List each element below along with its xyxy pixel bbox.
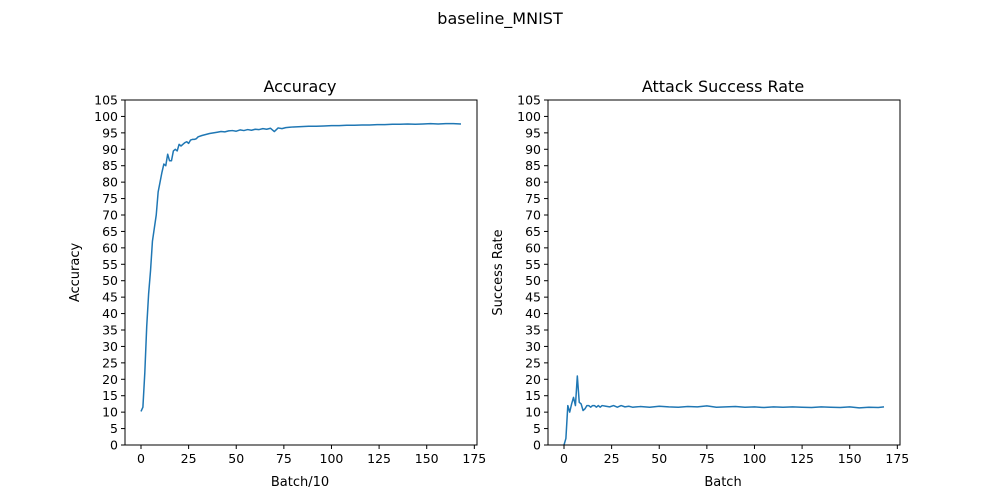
attack-success-rate-y-tick-label: 70	[525, 208, 541, 223]
attack-success-rate-y-tick-label: 55	[525, 257, 541, 272]
attack-success-rate-y-tick-label: 100	[517, 109, 541, 124]
attack-success-rate-y-tick-label: 35	[525, 323, 541, 338]
attack-success-rate-y-tick-label: 90	[525, 142, 541, 157]
accuracy-y-tick-label: 20	[102, 372, 118, 387]
accuracy-y-tick-label: 85	[102, 158, 118, 173]
attack-success-rate-y-tick-label: 105	[517, 93, 541, 108]
accuracy-axes-frame	[124, 99, 478, 446]
attack-success-rate-y-tick-label: 30	[525, 339, 541, 354]
attack-success-rate-x-tick-label: 75	[699, 451, 715, 466]
accuracy-y-tick-label: 5	[110, 421, 118, 436]
accuracy-y-tick-label: 75	[102, 191, 118, 206]
attack-success-rate-y-tick-label: 5	[533, 421, 541, 436]
accuracy-chart: Accuracy Batch/10 Accuracy 0 25 50 75 100 125…	[68, 77, 486, 490]
accuracy-y-tick-label: 100	[94, 109, 118, 124]
attack-success-rate-chart-title: Attack Success Rate	[642, 77, 804, 96]
accuracy-x-tick-label: 0	[137, 451, 145, 466]
attack-success-rate-y-tick-label: 20	[525, 372, 541, 387]
accuracy-x-tick-label: 75	[276, 451, 292, 466]
accuracy-y-tick-label: 15	[102, 388, 118, 403]
attack-success-rate-axes-frame	[547, 99, 901, 446]
attack-success-rate-y-tick-label: 40	[525, 306, 541, 321]
attack-success-rate-y-tick-label: 0	[533, 438, 541, 453]
attack-success-rate-x-tick-label: 175	[885, 451, 909, 466]
accuracy-y-tick-label: 25	[102, 355, 118, 370]
accuracy-y-tick-label: 80	[102, 175, 118, 190]
accuracy-y-tick-label: 0	[110, 438, 118, 453]
attack-success-rate-y-tick-label: 50	[525, 273, 541, 288]
accuracy-x-tick-label: 25	[181, 451, 197, 466]
accuracy-y-tick-label: 10	[102, 405, 118, 420]
accuracy-y-tick-label: 40	[102, 306, 118, 321]
accuracy-y-tick-label: 95	[102, 125, 118, 140]
accuracy-y-tick-label: 105	[94, 93, 118, 108]
attack-success-rate-y-tick-label: 65	[525, 224, 541, 239]
attack-success-rate-x-tick-label: 25	[604, 451, 620, 466]
accuracy-y-tick-label: 50	[102, 273, 118, 288]
accuracy-series-line	[140, 122, 462, 412]
accuracy-y-tick-label: 70	[102, 208, 118, 223]
attack-success-rate-y-tick-label: 25	[525, 355, 541, 370]
attack-success-rate-y-axis-label: Success Rate	[491, 229, 506, 315]
accuracy-x-tick-label: 50	[228, 451, 244, 466]
attack-success-rate-y-tick-label: 85	[525, 158, 541, 173]
attack-success-rate-x-tick-label: 50	[651, 451, 667, 466]
attack-success-rate-y-tick-label: 80	[525, 175, 541, 190]
accuracy-y-tick-label: 30	[102, 339, 118, 354]
attack-success-rate-y-tick-label: 95	[525, 125, 541, 140]
attack-success-rate-x-tick-label: 125	[790, 451, 814, 466]
attack-success-rate-y-tick-label: 15	[525, 388, 541, 403]
attack-success-rate-y-tick-label: 45	[525, 290, 541, 305]
accuracy-y-axis-label: Accuracy	[68, 243, 83, 303]
accuracy-x-tick-label: 125	[367, 451, 391, 466]
attack-success-rate-y-tick-label: 10	[525, 405, 541, 420]
attack-success-rate-x-tick-label: 100	[743, 451, 767, 466]
accuracy-y-tick-label: 90	[102, 142, 118, 157]
accuracy-y-tick-label: 35	[102, 323, 118, 338]
accuracy-y-tick-label: 55	[102, 257, 118, 272]
accuracy-x-tick-label: 150	[415, 451, 439, 466]
attack-success-rate-series-line	[563, 375, 885, 446]
accuracy-chart-title: Accuracy	[263, 77, 336, 96]
accuracy-y-tick-label: 65	[102, 224, 118, 239]
attack-success-rate-x-tick-label: 0	[560, 451, 568, 466]
attack-success-rate-y-tick-label: 75	[525, 191, 541, 206]
accuracy-x-axis-label: Batch/10	[271, 475, 329, 490]
attack-success-rate-x-tick-label: 150	[838, 451, 862, 466]
attack-success-rate-y-tick-label: 60	[525, 240, 541, 255]
attack-success-rate-chart: Attack Success Rate Batch Success Rate 0…	[491, 77, 909, 490]
figure-suptitle: baseline_MNIST	[437, 9, 563, 29]
accuracy-y-tick-label: 60	[102, 240, 118, 255]
attack-success-rate-x-axis-label: Batch	[704, 475, 741, 490]
accuracy-y-tick-label: 45	[102, 290, 118, 305]
accuracy-x-tick-label: 175	[462, 451, 486, 466]
accuracy-x-tick-label: 100	[320, 451, 344, 466]
